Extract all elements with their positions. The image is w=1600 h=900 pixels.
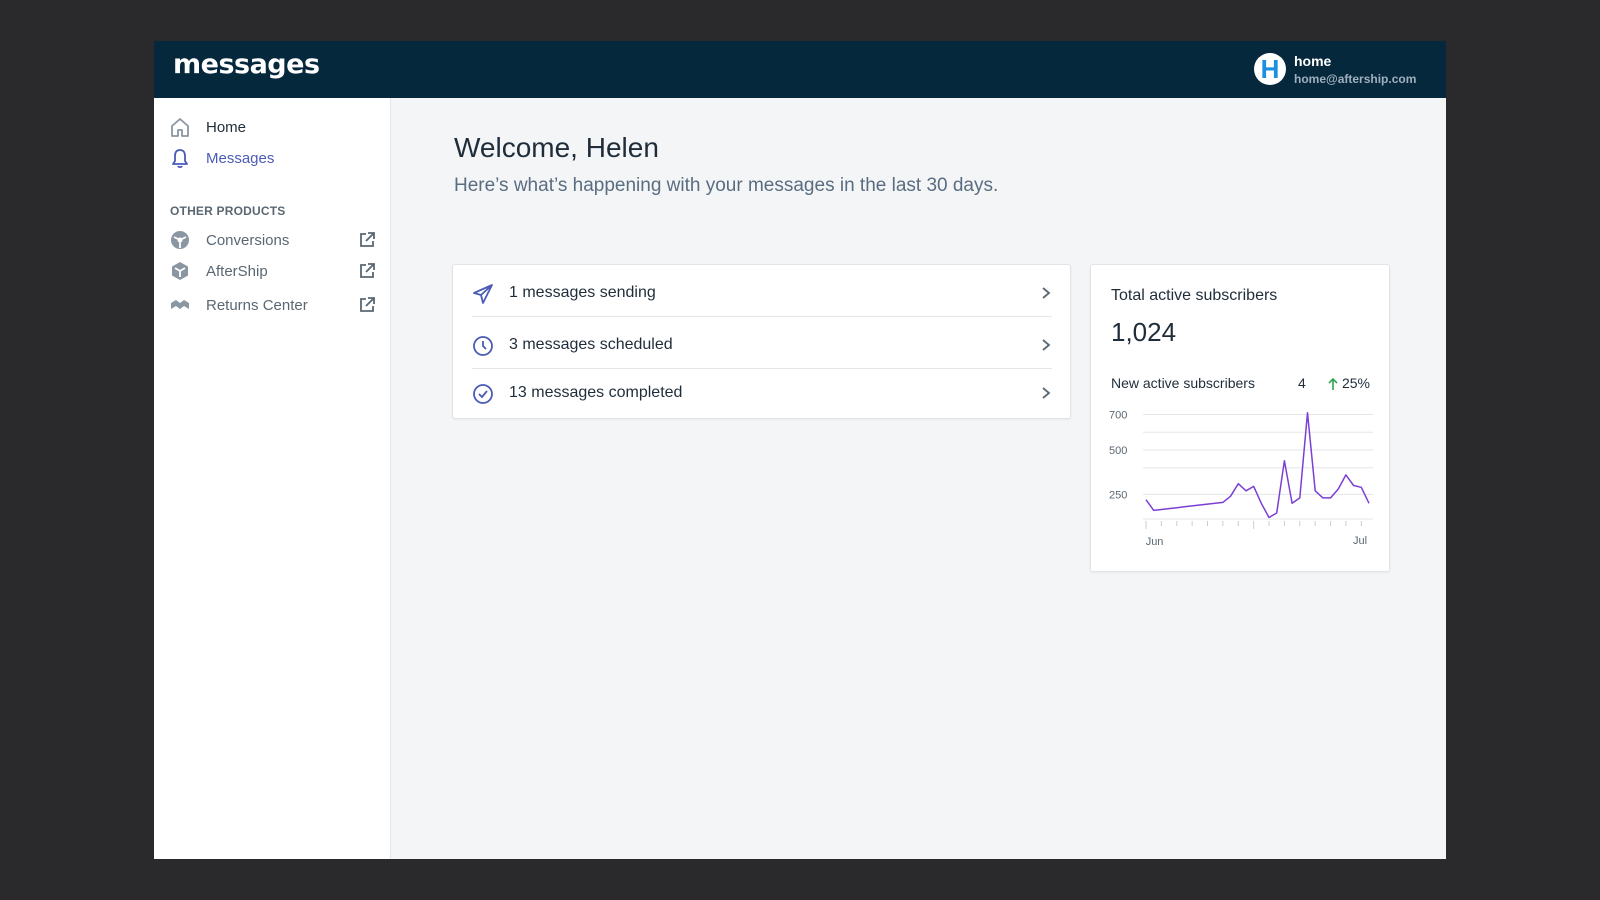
sidebar: Home Messages OTHER PRODUCTS Conversions bbox=[154, 98, 391, 859]
sidebar-item-home[interactable]: Home bbox=[170, 115, 376, 141]
external-link-icon[interactable] bbox=[358, 296, 376, 314]
main-content: Welcome, Helen Here’s what’s happening w… bbox=[392, 98, 1446, 859]
sidebar-item-messages[interactable]: Messages bbox=[170, 146, 376, 172]
new-subscribers-count: 4 bbox=[1298, 375, 1306, 391]
page-title: Welcome, Helen bbox=[454, 132, 659, 163]
app-logo[interactable]: messages bbox=[173, 49, 320, 80]
conversions-icon bbox=[171, 231, 189, 249]
user-email: home@aftership.com bbox=[1294, 72, 1417, 86]
check-circle-icon bbox=[473, 384, 493, 404]
y-tick-label: 500 bbox=[1109, 445, 1127, 457]
message-status-label: 1 messages sending bbox=[509, 284, 656, 301]
returns-icon bbox=[171, 300, 189, 309]
chevron-right-icon bbox=[1042, 287, 1051, 299]
top-bar: messages H home home@aftership.com bbox=[154, 41, 1446, 98]
new-subscribers-change: 25% bbox=[1341, 375, 1370, 391]
y-tick-label: 250 bbox=[1109, 489, 1127, 501]
message-status-row-scheduled[interactable]: 3 messages scheduled bbox=[472, 321, 1052, 369]
message-status-label: 13 messages completed bbox=[509, 384, 683, 401]
sidebar-item-label: Conversions bbox=[206, 232, 290, 249]
y-tick-label: 700 bbox=[1109, 410, 1127, 422]
sidebar-item-label: Messages bbox=[206, 150, 275, 167]
bell-icon bbox=[172, 149, 188, 169]
external-link-icon[interactable] bbox=[358, 231, 376, 249]
clock-icon bbox=[473, 336, 493, 356]
sidebar-item-conversions[interactable]: Conversions bbox=[170, 228, 376, 254]
new-subscribers-label: New active subscribers bbox=[1111, 375, 1255, 391]
avatar[interactable]: H bbox=[1254, 53, 1286, 85]
paper-plane-icon bbox=[473, 284, 493, 304]
sidebar-item-label: Returns Center bbox=[206, 297, 308, 314]
chevron-right-icon bbox=[1042, 339, 1051, 351]
page-subtitle: Here’s what’s happening with your messag… bbox=[454, 175, 999, 196]
external-link-icon[interactable] bbox=[358, 262, 376, 280]
sidebar-item-label: Home bbox=[206, 119, 247, 136]
series-line bbox=[1145, 412, 1370, 519]
subscribers-title: Total active subscribers bbox=[1111, 287, 1278, 304]
sidebar-item-returns-center[interactable]: Returns Center bbox=[170, 293, 376, 319]
messages-summary-card: 1 messages sending 3 messages scheduled bbox=[452, 264, 1071, 419]
message-status-row-sending[interactable]: 1 messages sending bbox=[472, 269, 1052, 317]
x-tick-label: Jun bbox=[1146, 536, 1164, 548]
x-tick-label: Jul bbox=[1353, 535, 1367, 547]
subscribers-line-chart: 250 500 700 Jun Jul bbox=[1109, 410, 1373, 548]
app-window: messages H home home@aftership.com Home … bbox=[154, 41, 1446, 859]
chevron-right-icon bbox=[1042, 387, 1051, 399]
aftership-icon bbox=[172, 262, 188, 280]
home-icon bbox=[171, 118, 189, 137]
arrow-up-icon bbox=[1328, 377, 1338, 390]
sidebar-item-aftership[interactable]: AfterShip bbox=[170, 259, 376, 285]
sidebar-item-label: AfterShip bbox=[206, 263, 268, 280]
subscribers-total: 1,024 bbox=[1111, 317, 1177, 347]
message-status-row-completed[interactable]: 13 messages completed bbox=[472, 369, 1052, 417]
message-status-label: 3 messages scheduled bbox=[509, 336, 673, 353]
section-label-other-products: OTHER PRODUCTS bbox=[170, 204, 286, 218]
user-info: home home@aftership.com bbox=[1294, 53, 1416, 86]
user-menu[interactable]: H home home@aftership.com bbox=[1254, 52, 1424, 88]
subscribers-card: Total active subscribers 1,024 New activ… bbox=[1090, 264, 1390, 572]
user-name: home bbox=[1294, 53, 1332, 69]
